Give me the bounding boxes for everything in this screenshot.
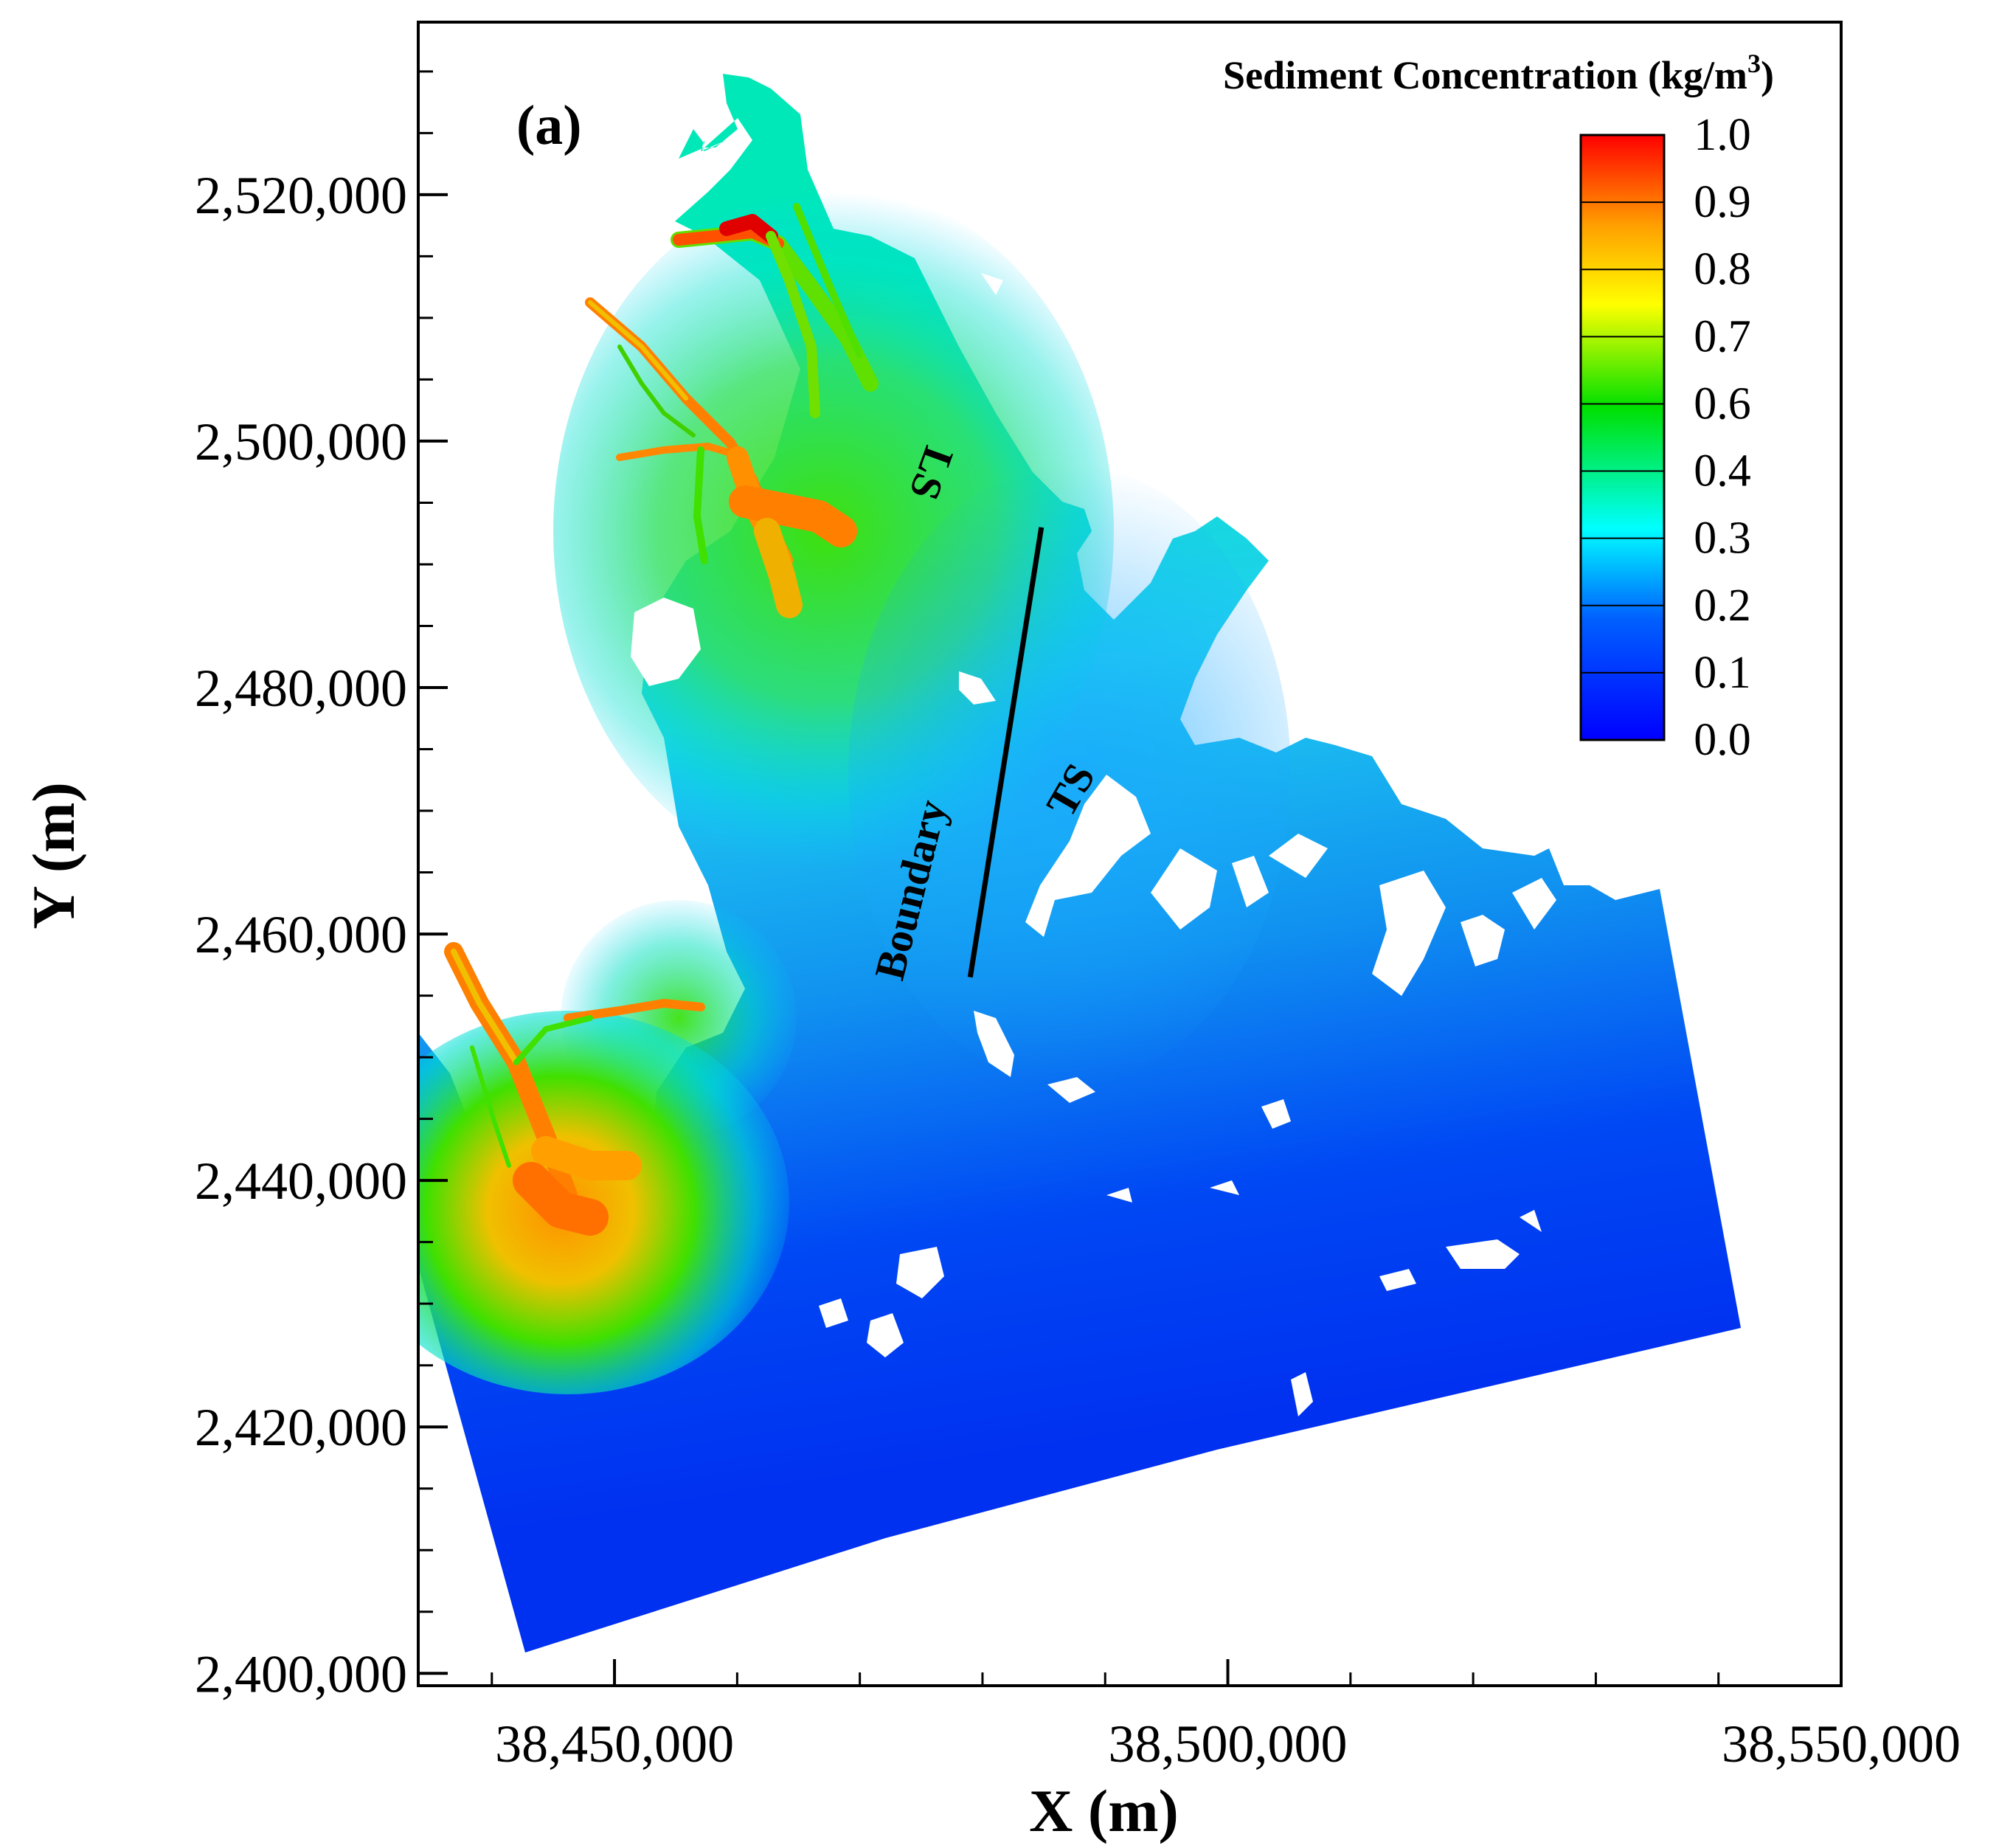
y-tick-label: 2,480,000 xyxy=(195,659,407,718)
plot-frame xyxy=(417,21,1843,1687)
colorbar-level-label: 0.9 xyxy=(1694,177,1751,227)
panel-label: (a) xyxy=(516,94,582,156)
x-tick-label: 38,450,000 xyxy=(495,1714,734,1773)
y-tick-label: 2,460,000 xyxy=(195,905,407,964)
southern-river-channels xyxy=(444,942,705,1236)
y-tick-label: 2,420,000 xyxy=(195,1398,407,1457)
colorbar-level-label: 0.8 xyxy=(1694,244,1751,294)
colorbar-level-label: 0.3 xyxy=(1694,513,1751,564)
colorbar-level-label: 0.1 xyxy=(1694,648,1751,698)
x-axis-label: X (m) xyxy=(1029,1777,1179,1844)
southern-river-plume xyxy=(418,1011,789,1394)
colorbar-title: Sediment Concentration (kg/m3) xyxy=(1223,49,1774,97)
colorbar-level-label: 0.2 xyxy=(1694,581,1751,631)
x-tick-label: 38,500,000 xyxy=(1109,1714,1348,1773)
colorbar-ramp xyxy=(1579,134,1666,741)
y-tick-label: 2,440,000 xyxy=(195,1152,407,1211)
y-tick-label: 2,400,000 xyxy=(195,1644,407,1703)
colorbar-level-label: 0.6 xyxy=(1694,378,1751,429)
islands xyxy=(631,273,1556,1416)
sediment-concentration-field xyxy=(418,74,1741,1653)
y-tick-label: 2,500,000 xyxy=(195,412,407,471)
x-tick-label: 38,550,000 xyxy=(1722,1714,1961,1773)
y-axis-label: Y (m) xyxy=(20,782,87,930)
northern-river-channels xyxy=(585,203,879,618)
colorbar-level-label: 0.0 xyxy=(1694,715,1751,765)
colorbar: Sediment Concentration (kg/m3) 1.0 0.9 0.8 0… xyxy=(1223,49,1774,765)
boundary-line xyxy=(967,527,1044,978)
colorbar-level-label: 1.0 xyxy=(1694,110,1751,160)
colorbar-level-label: 0.4 xyxy=(1694,446,1751,496)
y-tick-label: 2,520,000 xyxy=(195,166,407,225)
colorbar-level-label: 0.7 xyxy=(1694,311,1751,361)
plot-axes: 38,450,000 38,500,000 38,550,000 2,400,000 2… xyxy=(20,21,1961,1844)
